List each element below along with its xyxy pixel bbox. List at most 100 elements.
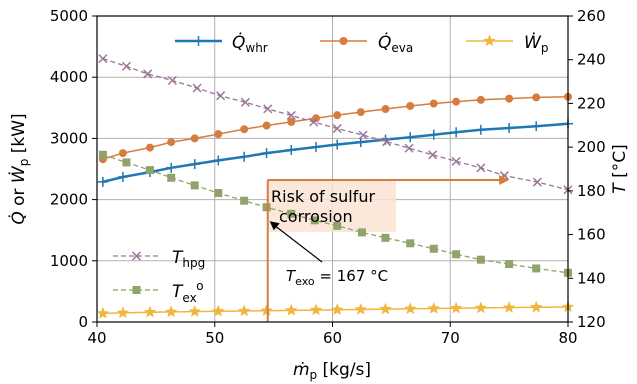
marker-star xyxy=(309,303,323,316)
marker-star xyxy=(212,304,225,317)
marker-star xyxy=(474,301,487,314)
y-right-tick-label: 180 xyxy=(577,182,606,200)
texo-label: Texo = 167 °C xyxy=(286,267,388,288)
risk-box-bg xyxy=(268,180,396,232)
marker-square xyxy=(132,286,141,294)
series-line xyxy=(102,57,569,191)
y-left-tick-label: 3000 xyxy=(50,129,88,147)
legend-label: Q̇whr xyxy=(232,32,268,55)
risk-arrow-head xyxy=(499,175,510,186)
marker-circle xyxy=(333,111,342,120)
marker-circle xyxy=(190,134,199,143)
marker-star xyxy=(427,302,440,314)
texo-arrow-head xyxy=(269,221,280,231)
marker-square xyxy=(98,150,107,159)
ticks: 40 50 60 70 80 0 1000 2000 3000 4000 5000 120 140 160… xyxy=(50,7,606,347)
marker-x xyxy=(121,61,131,71)
marker-star xyxy=(143,305,157,318)
marker-x xyxy=(451,156,461,166)
marker-circle xyxy=(312,114,321,123)
marker-circle xyxy=(381,105,390,114)
marker-square xyxy=(122,158,131,167)
marker-circle xyxy=(356,108,365,117)
x-axis-label: ṁp [kg/s] xyxy=(293,360,371,382)
y-right-tick-label: 120 xyxy=(577,313,606,331)
marker-circle xyxy=(429,99,438,108)
texo-arrow xyxy=(271,222,323,263)
marker-x xyxy=(286,110,296,120)
risk-text-line1: Risk of sulfur xyxy=(271,187,375,206)
legend-item-3: Thpg xyxy=(113,248,205,270)
series-0 xyxy=(97,118,573,187)
y-right-tick-label: 260 xyxy=(577,7,606,25)
marker-x xyxy=(532,177,542,187)
marker-star xyxy=(285,303,298,316)
marker-x xyxy=(192,83,202,93)
y-left-tick-label: 2000 xyxy=(50,191,88,209)
y-left-tick-label: 1000 xyxy=(50,252,88,270)
marker-square xyxy=(406,239,415,248)
marker-square xyxy=(333,221,342,230)
marker-x xyxy=(98,54,108,64)
x-tick-label: 60 xyxy=(323,329,342,347)
marker-star xyxy=(188,305,201,317)
x-tick-label: 70 xyxy=(441,329,460,347)
legend: Q̇whr Q̇eva Ẇp Thpg Texo xyxy=(113,32,548,305)
marker-circle xyxy=(118,149,127,158)
marker-star xyxy=(502,301,516,313)
y-right-tick-label: 240 xyxy=(577,51,606,69)
marker-square xyxy=(310,216,319,225)
marker-star xyxy=(238,304,251,317)
marker-x xyxy=(476,163,486,173)
marker-circle xyxy=(452,97,461,106)
marker-x xyxy=(332,124,342,134)
marker-x xyxy=(404,143,414,153)
marker-star xyxy=(260,304,273,316)
series-line xyxy=(102,306,569,315)
marker-square xyxy=(476,255,485,264)
legend-label: Ẇp xyxy=(524,32,548,55)
marker-circle xyxy=(406,101,415,110)
marker-circle xyxy=(214,130,223,139)
marker-circle xyxy=(287,117,296,126)
marker-circle xyxy=(532,93,541,102)
marker-square xyxy=(429,244,438,253)
marker-square xyxy=(145,166,154,175)
marker-square xyxy=(240,196,249,205)
marker-x xyxy=(358,130,368,140)
marker-square xyxy=(190,181,199,190)
series-2 xyxy=(96,300,575,319)
y-left-axis-label: Q̇ or Ẇp [kW] xyxy=(8,113,31,224)
marker-circle xyxy=(240,125,249,134)
series-1 xyxy=(98,92,572,164)
marker-star xyxy=(379,302,392,315)
y-right-tick-label: 140 xyxy=(577,269,606,287)
marker-square xyxy=(214,189,223,198)
marker-star xyxy=(354,303,367,315)
marker-square xyxy=(167,173,176,182)
marker-square xyxy=(532,264,541,273)
marker-star xyxy=(483,34,496,47)
marker-circle xyxy=(339,37,348,45)
legend-item-4: Texo xyxy=(113,279,204,305)
marker-star xyxy=(96,306,110,319)
marker-circle xyxy=(167,138,176,147)
legend-item-1: Q̇eva xyxy=(320,32,413,55)
x-tick-label: 80 xyxy=(558,329,577,347)
series-3 xyxy=(98,54,573,195)
legend-label: Q̇eva xyxy=(378,32,413,55)
marker-square xyxy=(505,260,514,269)
marker-circle xyxy=(262,121,271,130)
y-left-tick-label: 5000 xyxy=(50,7,88,25)
marker-star xyxy=(165,305,178,318)
y-right-axis-label: T [°C] xyxy=(610,144,630,193)
marker-square xyxy=(287,209,296,218)
marker-circle xyxy=(145,143,154,152)
x-tick-label: 40 xyxy=(87,329,106,347)
y-right-tick-label: 160 xyxy=(577,226,606,244)
marker-x xyxy=(167,75,177,86)
legend-label: Texo xyxy=(172,279,204,305)
y-left-tick-label: 0 xyxy=(78,313,88,331)
marker-star xyxy=(331,303,344,315)
risk-box xyxy=(268,180,396,232)
